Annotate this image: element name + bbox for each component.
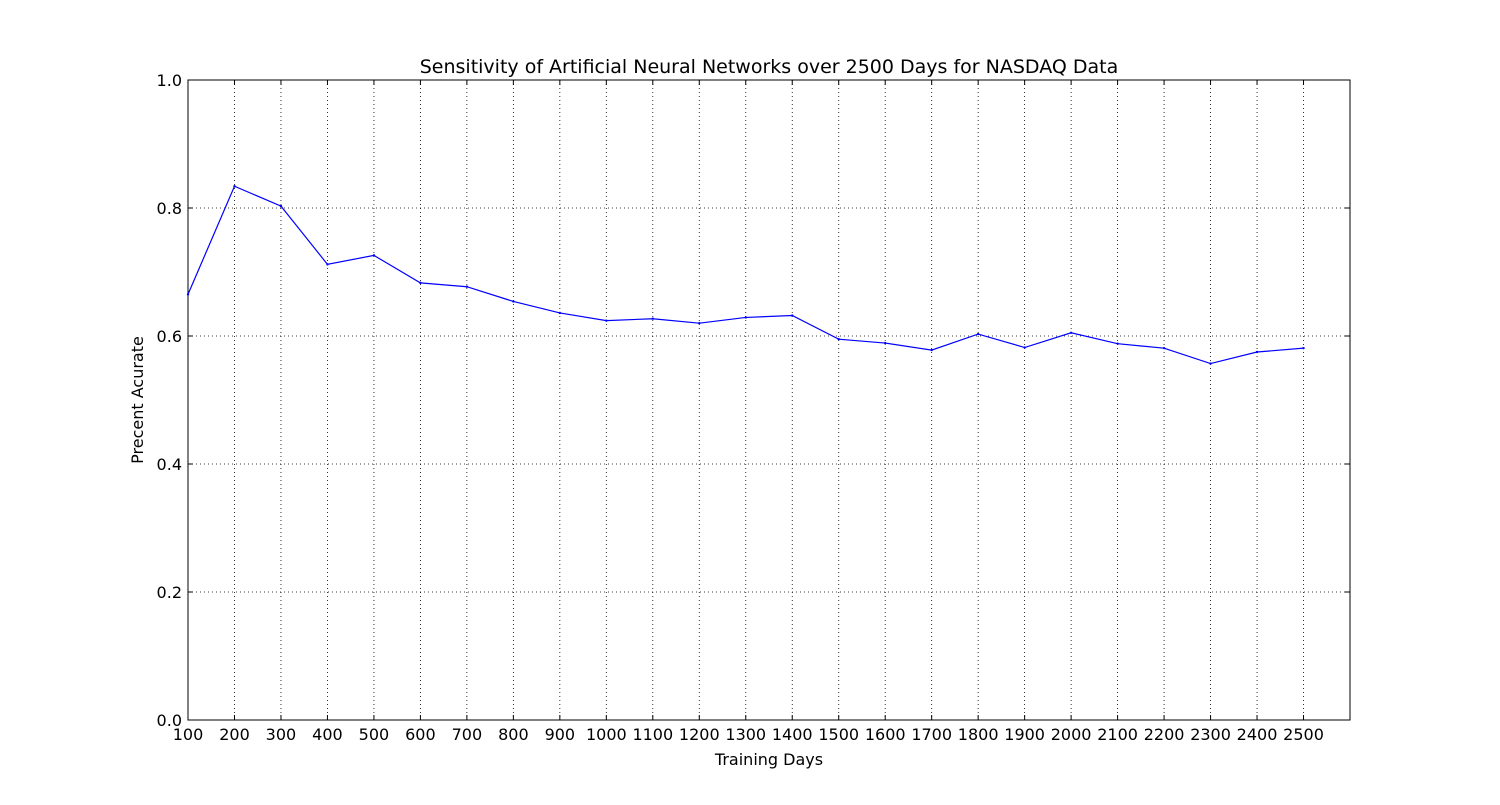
data-point (884, 341, 887, 345)
x-tick-label: 1800 (958, 725, 999, 744)
data-point (1162, 346, 1166, 350)
x-tick-label: 2200 (1144, 725, 1185, 744)
chart-title: Sensitivity of Artificial Neural Network… (420, 56, 1119, 78)
x-tick-label: 100 (173, 725, 204, 744)
x-tick-label: 600 (405, 725, 436, 744)
data-point (512, 300, 515, 303)
x-tick-label: 2500 (1283, 725, 1324, 744)
x-tick-label: 1600 (865, 725, 906, 744)
y-tick-label: 0.0 (157, 711, 182, 730)
x-tick-label: 2100 (1097, 725, 1138, 744)
y-tick-label: 0.4 (157, 455, 182, 474)
x-tick-label: 200 (219, 725, 250, 744)
data-point (605, 319, 608, 322)
x-tick-label: 500 (359, 725, 390, 744)
data-point (791, 314, 794, 317)
x-tick-label: 1700 (911, 725, 952, 744)
x-tick-label: 400 (312, 725, 343, 744)
x-tick-label: 1400 (772, 725, 813, 744)
data-point (558, 311, 562, 315)
data-point (976, 332, 980, 336)
data-point (279, 204, 283, 208)
data-point (419, 281, 422, 285)
x-tick-label: 900 (545, 725, 576, 744)
y-tick-label: 0.8 (157, 199, 182, 218)
data-point (1302, 346, 1305, 350)
data-point (1023, 346, 1026, 349)
plot-frame (187, 79, 1351, 721)
data-point (698, 322, 701, 325)
data-point (233, 185, 236, 188)
y-axis-label: Precent Acurate (128, 336, 147, 464)
x-tick-label: 2300 (1190, 725, 1231, 744)
x-tick-label: 1000 (586, 725, 627, 744)
x-tick-label: 1500 (818, 725, 859, 744)
y-tick-label: 0.6 (157, 327, 182, 346)
y-tick-label: 1.0 (157, 71, 182, 90)
x-tick-label: 1100 (632, 725, 673, 744)
data-point (326, 263, 329, 266)
data-point (837, 338, 840, 341)
data-point (930, 348, 933, 352)
data-point (372, 254, 376, 257)
data-point (1116, 342, 1119, 345)
x-axis-label: Training Days (714, 750, 823, 769)
data-point (651, 317, 654, 320)
data-point (1069, 331, 1073, 334)
data-point (1209, 362, 1212, 365)
y-tick-label: 0.2 (157, 583, 182, 602)
data-point (1255, 350, 1259, 354)
x-tick-label: 2000 (1051, 725, 1092, 744)
axis-ticks (187, 79, 1350, 721)
x-tick-label: 1300 (725, 725, 766, 744)
grid (187, 79, 1350, 721)
x-tick-label: 800 (498, 725, 529, 744)
tick-labels: 100 200 300 400 500 600 700 800 900 1000 1100 1200 1… (157, 71, 1324, 744)
x-tick-label: 1200 (679, 725, 720, 744)
x-tick-label: 2400 (1237, 725, 1278, 744)
x-tick-label: 700 (452, 725, 483, 744)
data-point (465, 285, 469, 288)
series-layer (186, 185, 1305, 365)
data-point (744, 316, 747, 319)
x-tick-label: 1900 (1004, 725, 1045, 744)
data-point (186, 293, 190, 296)
x-tick-label: 300 (266, 725, 297, 744)
